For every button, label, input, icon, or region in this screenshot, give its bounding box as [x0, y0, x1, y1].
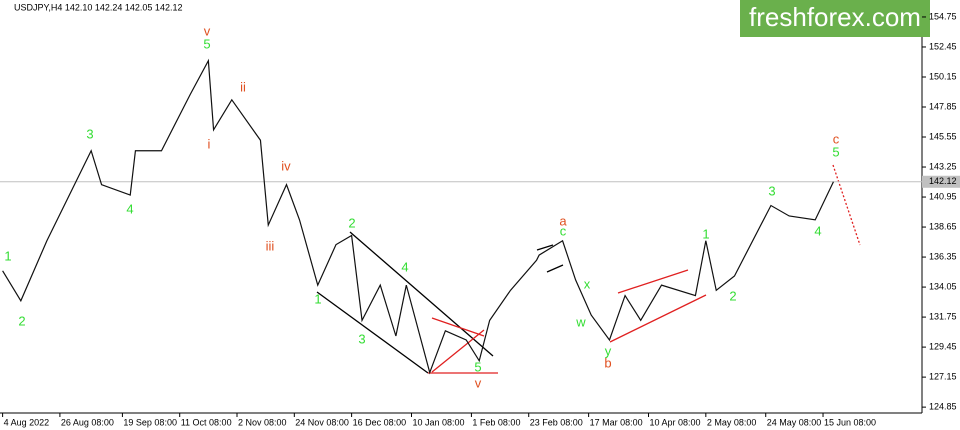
x-tick-label: 24 Nov 08:00 — [295, 417, 349, 427]
wave-label: 2 — [18, 313, 25, 328]
wave-label: 3 — [86, 126, 93, 141]
x-tick-label: 23 Feb 08:00 — [530, 417, 583, 427]
wave-label: iii — [266, 238, 275, 253]
wave-label: v — [204, 23, 211, 38]
x-tick-label: 10 Apr 08:00 — [650, 417, 701, 427]
y-tick-label: 129.45 — [929, 341, 957, 351]
wave-label: 1 — [4, 248, 11, 263]
y-tick-label: 138.65 — [929, 221, 957, 231]
x-tick-label: 26 Aug 08:00 — [61, 417, 114, 427]
y-tick-label: 145.55 — [929, 131, 957, 141]
current-price-label: 142.12 — [929, 176, 957, 186]
x-tick-label: 2 May 08:00 — [707, 417, 757, 427]
y-tick-label: 152.45 — [929, 41, 957, 51]
x-tick-label: 10 Jan 08:00 — [413, 417, 465, 427]
triangle-line — [431, 329, 485, 373]
wave-label: 2 — [729, 288, 736, 303]
wave-label: y — [605, 343, 612, 358]
wave-label: 2 — [348, 215, 355, 230]
wave-label: 1 — [314, 291, 321, 306]
wave-label: 3 — [358, 331, 365, 346]
wave-label: c — [833, 131, 840, 146]
flag-line — [546, 264, 564, 273]
wave-label: v — [475, 375, 482, 390]
wave-label: c — [560, 223, 567, 238]
watermark: freshforex.com — [749, 2, 921, 32]
channel-line — [349, 231, 494, 357]
wave-label: x — [584, 276, 591, 291]
x-tick-label: 4 Aug 2022 — [4, 417, 50, 427]
current-price-box — [922, 175, 960, 188]
x-tick-label: 15 Jun 08:00 — [824, 417, 876, 427]
chart-title: USDJPY,H4 142.10 142.24 142.05 142.12 — [14, 2, 182, 12]
trend-lines — [316, 231, 564, 374]
x-tick-label: 16 Dec 08:00 — [353, 417, 407, 427]
y-tick-label: 136.35 — [929, 251, 957, 261]
wedge-line — [617, 269, 689, 294]
x-tick-label: 17 Mar 08:00 — [590, 417, 643, 427]
y-tick-label: 147.85 — [929, 101, 957, 111]
wave-label: iv — [281, 158, 291, 173]
triangle-line — [431, 317, 485, 337]
y-tick-label: 131.75 — [929, 311, 957, 321]
red-lines — [428, 164, 861, 374]
y-tick-label: 150.15 — [929, 71, 957, 81]
wedge-line — [609, 294, 707, 343]
y-tick-label: 143.25 — [929, 161, 957, 171]
wave-label: 1 — [702, 226, 709, 241]
y-tick-label: 124.85 — [929, 402, 957, 412]
y-tick-label: 140.95 — [929, 191, 957, 201]
flag-line — [536, 244, 554, 251]
wave-label: i — [208, 136, 211, 151]
x-tick-label: 11 Oct 08:00 — [181, 417, 232, 427]
watermark-box — [740, 0, 930, 37]
y-tick-label: 127.15 — [929, 371, 957, 381]
wave-label: a — [559, 213, 567, 228]
wave-label: 5 — [474, 359, 481, 374]
price-line — [2, 58, 834, 375]
x-tick-label: 19 Sep 08:00 — [123, 417, 177, 427]
y-tick-label: 134.05 — [929, 281, 957, 291]
wave-label: w — [575, 314, 586, 329]
channel-line — [316, 291, 429, 374]
wave-label: 4 — [401, 259, 408, 274]
wave-label: ii — [240, 79, 246, 94]
wave-label: 4 — [814, 223, 821, 238]
y-tick-label: 154.75 — [929, 11, 957, 21]
wave-label: 5 — [832, 144, 839, 159]
x-tick-label: 24 May 08:00 — [767, 417, 822, 427]
wave-label: b — [604, 355, 611, 370]
wave-label: 3 — [768, 183, 775, 198]
wave-label: 4 — [126, 201, 133, 216]
wave-label: 5 — [203, 36, 210, 51]
x-tick-label: 1 Feb 08:00 — [472, 417, 520, 427]
x-tick-label: 2 Nov 08:00 — [238, 417, 287, 427]
